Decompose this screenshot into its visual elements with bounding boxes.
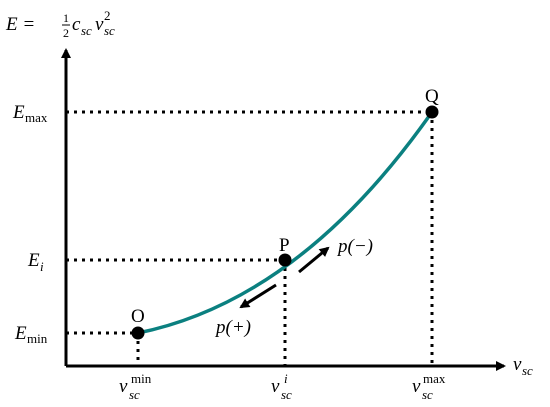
- svg-text:i: i: [284, 371, 288, 386]
- x-tick-vi: v i sc: [271, 371, 292, 402]
- svg-text:min: min: [27, 331, 48, 346]
- y-tick-ei: E i: [27, 250, 44, 274]
- y-title-v-sup: 2: [104, 8, 111, 23]
- svg-text:i: i: [40, 259, 44, 274]
- svg-text:E: E: [14, 323, 27, 344]
- arrow-up-label: p(−): [336, 236, 373, 257]
- x-axis-title: v sc: [513, 354, 533, 378]
- point-o-label: O: [131, 306, 145, 327]
- guide-lines: [66, 110, 434, 366]
- svg-text:sc: sc: [422, 387, 433, 402]
- svg-text:sc: sc: [281, 387, 292, 402]
- svg-text:E =: E =: [5, 14, 35, 35]
- y-title-v-sub: sc: [104, 23, 115, 38]
- svg-text:v: v: [271, 376, 280, 397]
- energy-curve: [137, 110, 434, 335]
- point-o: [131, 326, 145, 340]
- svg-text:max: max: [423, 371, 446, 386]
- svg-text:min: min: [131, 371, 152, 386]
- point-p: [278, 253, 292, 267]
- y-title-c: c: [72, 14, 81, 35]
- x-tick-vmax: v max sc: [412, 371, 446, 402]
- x-title-main: v: [513, 354, 522, 375]
- svg-text:max: max: [25, 110, 48, 125]
- y-title-c-sub: sc: [81, 23, 92, 38]
- arrow-decreasing: [239, 283, 277, 309]
- point-p-label: P: [279, 235, 290, 256]
- x-tick-vmin: v min sc: [119, 371, 152, 402]
- y-axis-title: E = 1 2 c sc v 2 sc: [5, 8, 115, 40]
- svg-text:E: E: [12, 102, 25, 123]
- svg-text:v: v: [119, 376, 128, 397]
- arrow-down-label: p(+): [214, 317, 251, 338]
- x-title-sub: sc: [522, 363, 533, 378]
- svg-text:v: v: [412, 376, 421, 397]
- y-tick-emin: E min: [14, 323, 48, 346]
- svg-text:E: E: [27, 250, 40, 271]
- y-title-frac-den: 2: [63, 26, 69, 40]
- svg-text:sc: sc: [129, 387, 140, 402]
- point-q-label: Q: [425, 86, 439, 107]
- y-title-v: v: [95, 14, 104, 35]
- point-q: [425, 105, 439, 119]
- y-tick-emax: E max: [12, 102, 48, 125]
- y-title-frac-num: 1: [63, 11, 69, 25]
- y-title-main: E =: [5, 14, 35, 35]
- arrow-increasing: [298, 246, 330, 274]
